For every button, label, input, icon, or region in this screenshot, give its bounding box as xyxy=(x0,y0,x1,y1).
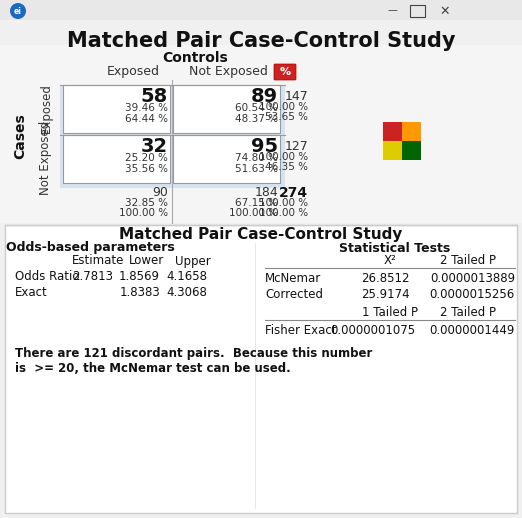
Text: Controls: Controls xyxy=(162,51,228,65)
Text: 26.8512: 26.8512 xyxy=(362,271,410,284)
Text: Corrected: Corrected xyxy=(265,287,323,300)
Text: 100.00 %: 100.00 % xyxy=(259,208,308,218)
Text: Matched Pair Case-Control Study: Matched Pair Case-Control Study xyxy=(120,226,402,241)
Text: McNemar: McNemar xyxy=(265,271,321,284)
Text: Matched Pair Case-Control Study: Matched Pair Case-Control Study xyxy=(67,31,455,51)
Text: X²: X² xyxy=(384,254,396,267)
Text: Cases: Cases xyxy=(13,113,27,159)
Text: 100.00 %: 100.00 % xyxy=(119,208,168,218)
Text: 0.0000001449: 0.0000001449 xyxy=(430,324,515,337)
Text: 184: 184 xyxy=(254,186,278,199)
Text: Not Exposed: Not Exposed xyxy=(40,121,53,195)
Bar xyxy=(63,85,170,133)
Bar xyxy=(173,85,280,133)
Bar xyxy=(383,141,402,160)
Text: 2 Tailed P: 2 Tailed P xyxy=(440,307,496,320)
Text: 274: 274 xyxy=(279,186,308,200)
Bar xyxy=(63,135,170,183)
Bar xyxy=(410,5,425,17)
Text: 1.8569: 1.8569 xyxy=(119,269,160,282)
Text: 0.0000015256: 0.0000015256 xyxy=(430,287,515,300)
Text: 95: 95 xyxy=(251,137,278,156)
Text: 58: 58 xyxy=(141,88,168,107)
Text: 64.44 %: 64.44 % xyxy=(125,114,168,124)
Bar xyxy=(173,135,280,183)
Bar xyxy=(402,122,421,141)
Text: 100.00 %: 100.00 % xyxy=(259,152,308,162)
Bar xyxy=(383,122,402,141)
Text: ✕: ✕ xyxy=(440,5,450,18)
Text: 100.00 %: 100.00 % xyxy=(229,208,278,218)
Text: 0.0000001075: 0.0000001075 xyxy=(330,324,415,337)
Text: 100.00 %: 100.00 % xyxy=(259,102,308,112)
Text: There are 121 discordant pairs.  Because this number: There are 121 discordant pairs. Because … xyxy=(15,347,372,359)
Text: 2 Tailed P: 2 Tailed P xyxy=(440,254,496,267)
Text: 46.35 %: 46.35 % xyxy=(265,162,308,172)
Text: 4.1658: 4.1658 xyxy=(166,269,207,282)
Text: 1 Tailed P: 1 Tailed P xyxy=(362,307,418,320)
Text: Exposed: Exposed xyxy=(106,65,160,78)
Text: Lower: Lower xyxy=(129,254,164,267)
FancyBboxPatch shape xyxy=(274,64,296,80)
Text: 48.37 %: 48.37 % xyxy=(235,114,278,124)
Text: Odds Ratio: Odds Ratio xyxy=(15,269,79,282)
Bar xyxy=(402,141,421,160)
Text: 32: 32 xyxy=(141,137,168,156)
Text: is  >= 20, the McNemar test can be used.: is >= 20, the McNemar test can be used. xyxy=(15,362,291,375)
Bar xyxy=(0,45,522,223)
Text: Exact: Exact xyxy=(15,285,48,298)
Text: 25.20 %: 25.20 % xyxy=(125,153,168,163)
Text: 1.8383: 1.8383 xyxy=(119,285,160,298)
Text: Estimate: Estimate xyxy=(72,254,124,267)
Text: 60.54 %: 60.54 % xyxy=(235,103,278,113)
Text: 51.63 %: 51.63 % xyxy=(235,164,278,174)
Bar xyxy=(0,0,522,20)
Text: 90: 90 xyxy=(152,186,168,199)
Text: Not Exposed: Not Exposed xyxy=(188,65,267,78)
Text: %: % xyxy=(279,67,291,77)
Text: 100.00 %: 100.00 % xyxy=(259,198,308,208)
Text: 25.9174: 25.9174 xyxy=(361,287,410,300)
Text: 127: 127 xyxy=(284,140,308,153)
Text: ei: ei xyxy=(14,7,22,16)
Text: —: — xyxy=(387,5,397,15)
Text: 89: 89 xyxy=(251,88,278,107)
Text: 39.46 %: 39.46 % xyxy=(125,103,168,113)
Text: 67.15 %: 67.15 % xyxy=(235,198,278,208)
Text: 2.7813: 2.7813 xyxy=(72,269,113,282)
Text: Statistical Tests: Statistical Tests xyxy=(339,241,450,254)
Text: Exposed: Exposed xyxy=(40,83,53,133)
Circle shape xyxy=(10,3,26,19)
Bar xyxy=(5,225,517,513)
Text: Odds-based parameters: Odds-based parameters xyxy=(6,241,174,254)
Text: 74.80 %: 74.80 % xyxy=(235,153,278,163)
Text: 53.65 %: 53.65 % xyxy=(265,112,308,122)
Text: 0.0000013889: 0.0000013889 xyxy=(430,271,515,284)
Text: 147: 147 xyxy=(284,91,308,104)
Bar xyxy=(60,85,285,188)
Text: Upper: Upper xyxy=(175,254,211,267)
Text: 35.56 %: 35.56 % xyxy=(125,164,168,174)
Text: 4.3068: 4.3068 xyxy=(166,285,207,298)
Text: 32.85 %: 32.85 % xyxy=(125,198,168,208)
Text: Fisher Exact: Fisher Exact xyxy=(265,324,337,337)
